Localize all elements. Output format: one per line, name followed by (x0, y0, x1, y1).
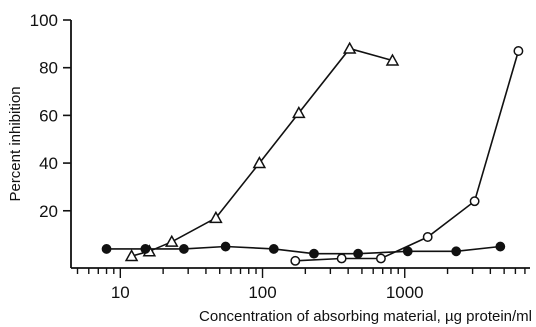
filled-circle-point (220, 241, 231, 252)
x-tick-label: 1000 (386, 283, 424, 302)
y-tick-label: 60 (39, 106, 58, 125)
y-tick-label: 20 (39, 202, 58, 221)
x-tick-label: 10 (111, 283, 130, 302)
filled-circle-point (268, 244, 279, 254)
y-tick-label: 80 (39, 59, 58, 78)
filled-circle-point (495, 241, 506, 252)
triangle-point (164, 234, 179, 247)
open-circle-point (469, 196, 480, 207)
triangle-point (292, 105, 306, 119)
filled-circle-point (140, 244, 151, 254)
series-layer (101, 41, 524, 266)
open-circle-point (513, 46, 524, 56)
triangle-point (252, 156, 267, 169)
x-axis-label: Concentration of absorbing material, µg … (199, 308, 532, 325)
triangle-point (342, 41, 357, 54)
y-tick-label: 100 (30, 11, 58, 30)
axes (70, 20, 530, 269)
x-tick-label: 100 (248, 283, 276, 302)
open-circle-point (422, 232, 433, 242)
filled-circle-point (402, 246, 413, 257)
filled-circle-point (309, 248, 319, 259)
filled-circle-point (451, 246, 462, 257)
open-circle-point (336, 253, 347, 264)
y-ticks: 20 40 60 80 100 (30, 11, 71, 221)
triangle-point (209, 210, 223, 224)
y-axis-label: Percent inhibition (7, 86, 24, 201)
filled-circle-point (101, 244, 112, 254)
open-circle-point (290, 255, 301, 266)
series-1-line (131, 47, 393, 257)
series-3-line (106, 245, 501, 255)
filled-circle-point (353, 248, 364, 259)
filled-circle-point (179, 244, 189, 254)
triangle-point (385, 53, 400, 66)
series-2-line (295, 50, 520, 262)
triangle-point (124, 249, 139, 262)
x-ticks: 10 100 1000 (76, 268, 526, 302)
open-circle-point (375, 253, 386, 264)
y-tick-label: 40 (39, 154, 58, 173)
